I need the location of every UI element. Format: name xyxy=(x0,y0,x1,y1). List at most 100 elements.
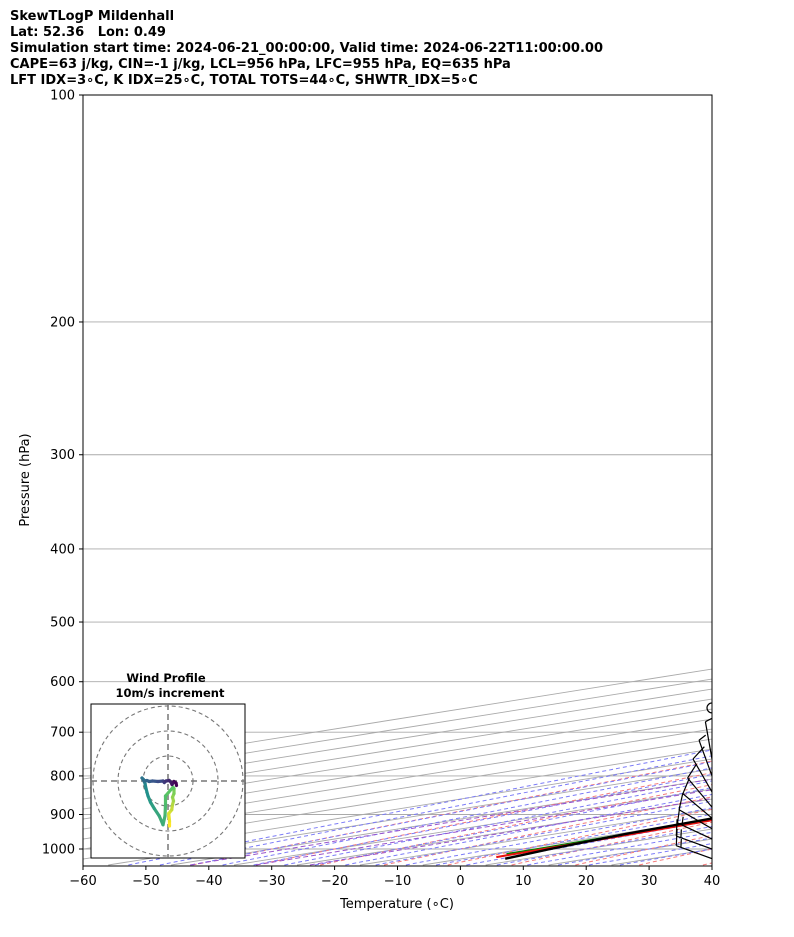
dry-adiabat xyxy=(639,848,712,866)
wind-barb xyxy=(711,295,712,297)
dry-adiabat xyxy=(767,95,794,865)
dry-adiabat xyxy=(511,821,712,866)
moist-adiabat xyxy=(191,761,712,866)
wind-barb xyxy=(711,737,712,742)
isotherm-line xyxy=(422,818,712,866)
wind-barb xyxy=(675,819,712,850)
wind-barb xyxy=(698,734,712,777)
moist-adiabat xyxy=(314,787,712,866)
x-tick-label: −50 xyxy=(132,874,159,889)
x-tick-label: 20 xyxy=(578,874,595,889)
parcel-line xyxy=(504,817,712,860)
dry-adiabat xyxy=(575,834,712,866)
isotherm-line xyxy=(296,798,712,866)
x-tick-label: −40 xyxy=(195,874,222,889)
x-axis-ticks: −60 −50 −40 −30 −20 −10 0 10 20 30 40 xyxy=(69,866,720,889)
x-tick-label: 10 xyxy=(515,874,532,889)
wind-barb xyxy=(711,329,712,331)
dry-adiabat xyxy=(702,862,712,866)
dry-adiabat xyxy=(192,760,712,866)
x-tick-label: −10 xyxy=(384,874,411,889)
y-tick-label: 200 xyxy=(50,315,75,330)
x-axis-label: Temperature (∘C) xyxy=(339,897,454,912)
y-tick-label: 600 xyxy=(50,675,75,690)
wind-barb xyxy=(711,257,712,259)
chart-header: SkewTLogP Mildenhall Lat: 52.36 Lon: 0.4… xyxy=(10,9,790,89)
moist-adiabat xyxy=(405,807,712,866)
isotherm-line xyxy=(83,688,712,790)
moist-adiabat xyxy=(436,813,712,866)
profile-lines xyxy=(496,817,712,860)
wind-barb xyxy=(682,777,712,819)
isotherm-line xyxy=(83,668,712,770)
hodograph-trace xyxy=(140,776,179,828)
dry-adiabat xyxy=(447,808,712,866)
y-tick-label: 800 xyxy=(50,769,75,784)
mixing-ratio-lines xyxy=(190,778,712,866)
moist-adiabat xyxy=(375,800,712,866)
hodograph-subtitle: 10m/s increment xyxy=(116,686,225,700)
y-tick-label: 300 xyxy=(50,448,75,463)
dry-adiabat xyxy=(383,796,712,866)
isotherm-line xyxy=(83,678,712,780)
isotherm-line xyxy=(83,698,712,800)
y-axis-label: Pressure (hPa) xyxy=(18,433,33,526)
moist-adiabat xyxy=(527,831,712,866)
wind-barb xyxy=(711,184,712,186)
hodograph-segment xyxy=(163,803,168,818)
isotherm-line xyxy=(83,718,712,820)
y-tick-label: 500 xyxy=(50,616,75,631)
wind-barb xyxy=(711,221,712,224)
moist-adiabat xyxy=(558,837,712,866)
x-tick-label: 0 xyxy=(456,874,464,889)
x-tick-label: 40 xyxy=(704,874,721,889)
isotherm-line xyxy=(485,828,712,866)
y-tick-label: 700 xyxy=(50,726,75,741)
stability-indices-2: LFT IDX=3∘C, K IDX=25∘C, TOTAL TOTS=44∘C… xyxy=(10,73,478,88)
wind-barb xyxy=(712,629,753,637)
moist-adiabat xyxy=(253,773,712,866)
moist-adiabat xyxy=(284,780,712,866)
wind-barb xyxy=(711,109,712,111)
y-tick-label: 100 xyxy=(50,89,75,104)
moist-adiabat xyxy=(159,755,712,866)
x-tick-label: −30 xyxy=(258,874,285,889)
moist-adiabat xyxy=(345,793,712,866)
moist-adiabat xyxy=(222,767,712,866)
hodograph-ring xyxy=(117,730,219,832)
hodograph-segment xyxy=(163,785,175,798)
hodograph-title: Wind Profile xyxy=(126,671,206,685)
x-tick-label: 30 xyxy=(641,874,658,889)
wind-barb xyxy=(711,594,712,596)
isotherm-line xyxy=(83,728,712,830)
wind-barb xyxy=(711,505,712,506)
moist-adiabat xyxy=(128,749,712,866)
chart-title: SkewTLogP Mildenhall xyxy=(10,9,175,24)
dry-adiabats xyxy=(192,95,794,866)
wind-barb xyxy=(711,658,712,660)
y-tick-label: 900 xyxy=(50,808,75,823)
wind-barb xyxy=(678,793,712,830)
y-axis-ticks: 1000 900 800 700 600 500 400 300 200 100 xyxy=(42,89,83,858)
mixing-ratio-line xyxy=(309,797,712,866)
isotherm-line xyxy=(171,778,712,866)
x-tick-label: −20 xyxy=(321,874,348,889)
wind-barb xyxy=(711,359,712,361)
plot-area xyxy=(83,95,794,866)
wind-barb xyxy=(711,557,712,558)
moist-adiabat xyxy=(466,819,712,866)
hodograph-segment xyxy=(174,781,179,788)
wind-barb xyxy=(712,455,753,463)
x-tick-label: −60 xyxy=(69,874,96,889)
calm-wind-marker xyxy=(706,702,712,714)
stability-indices-1: CAPE=63 j/kg, CIN=-1 j/kg, LCL=956 hPa, … xyxy=(10,57,511,72)
moist-adiabats xyxy=(128,749,712,866)
wind-barb xyxy=(687,763,712,808)
location-coordinates: Lat: 52.36 Lon: 0.49 xyxy=(10,25,166,40)
y-tick-label: 1000 xyxy=(42,843,75,858)
isotherm-line xyxy=(359,808,712,866)
y-tick-label: 400 xyxy=(50,542,75,557)
wind-barb xyxy=(711,145,712,147)
dry-adiabat xyxy=(320,784,712,866)
